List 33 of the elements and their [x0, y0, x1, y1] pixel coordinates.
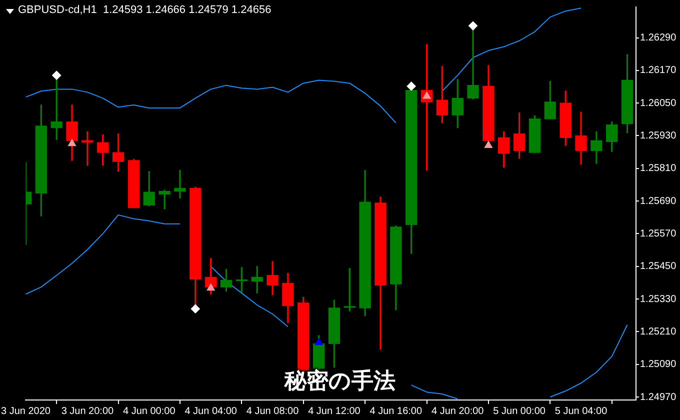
y-tick-label: 1.26050: [640, 98, 677, 109]
x-tick-label: 5 Jun 04:00: [554, 406, 608, 417]
x-tick-label: 5 Jun 00:00: [493, 406, 546, 417]
point: [206, 284, 215, 291]
x-tick-label: 4 Jun 00:00: [123, 406, 176, 417]
x-tick-label: 4 Jun 12:00: [308, 406, 361, 417]
y-tick-label: 1.25090: [640, 359, 677, 370]
point: [406, 82, 416, 91]
x-tick-label: 3 Jun 20:00: [61, 406, 114, 417]
candlestick: [344, 268, 356, 312]
y-tick-label: 1.25330: [640, 294, 677, 305]
y-tick-label: 1.25690: [640, 196, 677, 207]
x-tick-label: 4 Jun 04:00: [184, 406, 238, 417]
x-tick-label: 3 Jun 2020: [0, 406, 51, 417]
x-tick-label: 4 Jun 20:00: [431, 406, 484, 417]
chart-title: GBPUSD-cd,H1 1.24593 1.24666 1.24579 1.24656: [18, 4, 272, 16]
y-tick-label: 1.25810: [640, 163, 677, 174]
point: [52, 70, 62, 80]
y-tick-label: 1.24970: [640, 392, 677, 403]
point: [314, 338, 323, 346]
y-tick-label: 1.25450: [640, 261, 677, 272]
point: [190, 304, 200, 314]
y-tick-label: 1.25930: [640, 130, 677, 142]
point: [484, 141, 492, 148]
y-tick-label: 1.26170: [640, 65, 677, 76]
annotation: 秘密の手法: [284, 369, 396, 394]
point: [68, 139, 76, 146]
y-tick-label: 1.26290: [640, 32, 677, 44]
point: [468, 21, 478, 30]
x-tick-label: 4 Jun 08:00: [246, 406, 300, 417]
y-tick-label: 1.25570: [640, 228, 677, 240]
y-tick-label: 1.25210: [640, 326, 677, 338]
x-tick-label: 4 Jun 16:00: [370, 406, 422, 417]
